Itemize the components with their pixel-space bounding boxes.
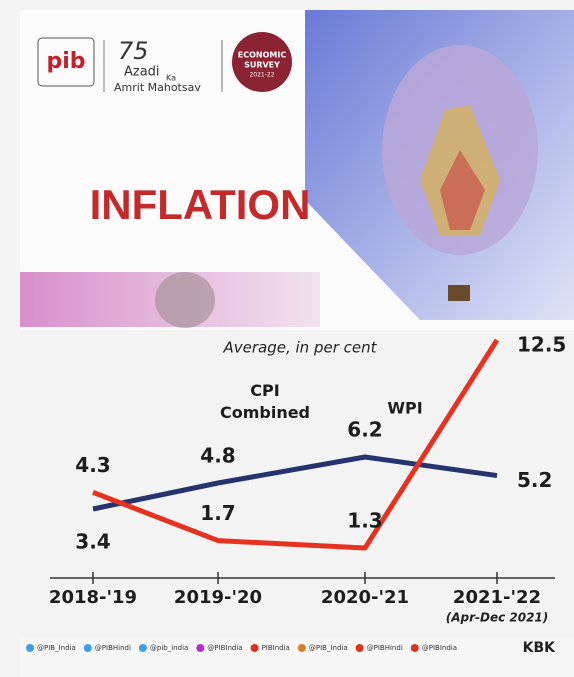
plot: 3.4 4.8 6.2 5.2 4.3 1.7 1.3 12.5 2018-'19 2019-'2… [49,333,566,625]
value-label: 3.4 [75,530,110,554]
series-label-box: CPI Combined [219,381,311,422]
value-label: 12.5 [517,333,566,357]
pib-logo: pib [46,49,85,74]
social-icon [355,644,364,652]
x-tick-label: 2019-'20 [174,587,262,608]
balloon-basket [448,285,470,301]
social-handle: @PIB_India [309,644,348,652]
x-tick-label: 2018-'19 [49,587,137,608]
credit: KBK [523,640,557,656]
jubilee-line1: Azadi [124,65,160,80]
jubilee-number: 75 [118,37,149,65]
chart-subtitle: Average, in per cent [222,339,377,357]
x-tick-label: 2021-'22 [453,587,541,608]
balloon-panel [440,150,485,230]
social-icon [250,644,259,652]
x-tick-note: (Apr-Dec 2021) [446,611,549,625]
value-label: 1.3 [347,509,382,533]
social-icon [297,644,306,652]
social-icon [410,644,419,652]
social-handle: @PIB_India [37,644,76,652]
social-icon [196,644,205,652]
banknote-portrait [155,272,215,328]
social-handle: @PIBHindi [95,644,131,652]
chart-title: INFLATION [90,181,311,228]
value-label: 1.7 [200,501,235,525]
value-label: 5.2 [517,468,552,492]
jubilee-ka: Ka [166,74,176,83]
pib-logo-box [37,37,95,87]
series-label: CPI Combined [219,381,311,422]
social-handle: @PIBHindi [367,644,403,652]
social-icon [83,644,92,652]
social-handle: @PIBIndia [207,644,242,652]
social-handle: @PIBIndia [422,644,457,652]
survey-badge [232,32,292,92]
value-label: 4.3 [75,453,110,477]
footer-handles: @PIB_India @PIBHindi @pib_india @PIBIndia PI… [26,644,457,652]
survey-line1: ECONOMIC [238,51,287,60]
survey-line2: SURVEY [244,61,280,70]
social-icon [138,644,147,652]
value-label: 4.8 [200,444,235,468]
jubilee-line2: Amrit Mahotsav [114,81,201,94]
chart-panel [20,330,574,635]
footer [20,637,574,677]
social-handle: @pib_india [150,644,188,652]
x-tick-label: 2020-'21 [321,587,409,608]
social-icon [26,644,34,652]
series-label: WPI [387,399,422,418]
series-line [92,454,498,512]
value-label: 6.2 [347,418,382,442]
survey-line3: 2021-22 [249,72,274,79]
social-handle: PIBIndia [262,644,290,652]
series-line [92,338,500,551]
